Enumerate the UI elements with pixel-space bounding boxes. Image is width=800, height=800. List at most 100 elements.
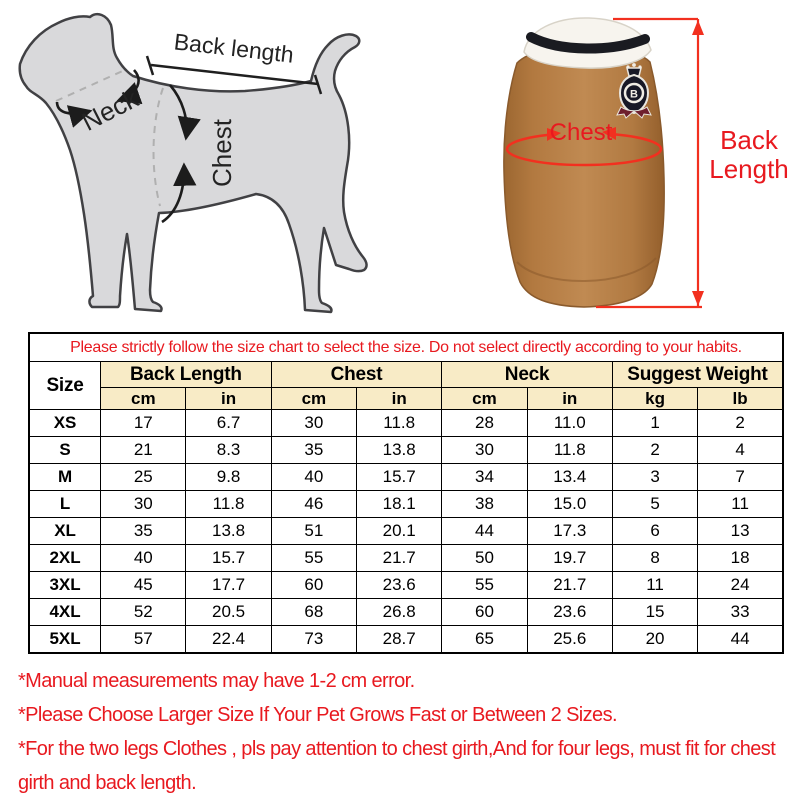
table-row: 5XL 57 22.4 73 28.7 65 25.6 20 44: [28, 625, 784, 654]
garment-back-length-label-line2: Length: [709, 154, 789, 184]
value-cell: 22.4: [185, 625, 272, 654]
value-cell: 51: [270, 517, 358, 545]
value-cell: 55: [270, 544, 358, 572]
value-cell: 20.5: [185, 598, 272, 626]
value-cell: 4: [697, 436, 784, 464]
table-row: 2XL 40 15.7 55 21.7 50 19.7 8 18: [28, 544, 784, 572]
table-row: L 30 11.8 46 18.1 38 15.0 5 11: [28, 490, 784, 518]
table-row: XS 17 6.7 30 11.8 28 11.0 1 2: [28, 409, 784, 437]
value-cell: 15: [611, 598, 699, 626]
value-cell: 40: [270, 463, 358, 491]
column-header-size: Size: [28, 361, 102, 410]
size-cell: M: [28, 463, 102, 491]
garment-badge: B: [616, 63, 652, 119]
unit-header: kg: [611, 387, 699, 410]
size-cell: 2XL: [28, 544, 102, 572]
value-cell: 35: [270, 436, 358, 464]
value-cell: 11.8: [185, 490, 272, 518]
dog-silhouette: [18, 13, 368, 314]
value-cell: 26.8: [356, 598, 443, 626]
value-cell: 11.8: [526, 436, 613, 464]
value-cell: 2: [697, 409, 784, 437]
value-cell: 18.1: [356, 490, 443, 518]
size-cell: 5XL: [28, 625, 102, 654]
value-cell: 15.0: [526, 490, 613, 518]
value-cell: 44: [441, 517, 528, 545]
note-line: *For the two legs Clothes , pls pay atte…: [18, 738, 776, 794]
value-cell: 73: [270, 625, 358, 654]
size-cell: L: [28, 490, 102, 518]
column-header-suggest-weight: Suggest Weight: [611, 361, 784, 388]
unit-header: cm: [100, 387, 187, 410]
table-row: S 21 8.3 35 13.8 30 11.8 2 4: [28, 436, 784, 464]
value-cell: 13.4: [526, 463, 613, 491]
value-cell: 23.6: [356, 571, 443, 599]
value-cell: 25.6: [526, 625, 613, 654]
value-cell: 17: [100, 409, 187, 437]
unit-header: cm: [270, 387, 358, 410]
value-cell: 68: [270, 598, 358, 626]
value-cell: 34: [441, 463, 528, 491]
value-cell: 11.8: [356, 409, 443, 437]
size-table: Please strictly follow the size chart to…: [28, 332, 784, 654]
value-cell: 45: [100, 571, 187, 599]
value-cell: 1: [611, 409, 699, 437]
unit-header: cm: [441, 387, 528, 410]
table-row: 4XL 52 20.5 68 26.8 60 23.6 15 33: [28, 598, 784, 626]
collar-stripe: [526, 32, 650, 54]
value-cell: 21.7: [356, 544, 443, 572]
table-group-header-row: Size Back Length Chest Neck Suggest Weig…: [28, 361, 784, 410]
dimension-arrowhead-up: [692, 20, 704, 35]
garment-chest-label: Chest: [550, 119, 613, 146]
value-cell: 5: [611, 490, 699, 518]
size-cell: 4XL: [28, 598, 102, 626]
value-cell: 21: [100, 436, 187, 464]
value-cell: 6.7: [185, 409, 272, 437]
value-cell: 6: [611, 517, 699, 545]
value-cell: 60: [270, 571, 358, 599]
value-cell: 23.6: [526, 598, 613, 626]
back-length-bracket: [145, 55, 323, 95]
neck-arrow-right: [116, 69, 143, 105]
chest-arrow-up: [161, 162, 197, 224]
table-units-row: cm in cm in cm in kg lb: [29, 387, 784, 410]
value-cell: 13.8: [356, 436, 443, 464]
value-cell: 30: [441, 436, 528, 464]
value-cell: 30: [100, 490, 187, 518]
measurement-diagram: Back length Neck Chest B: [18, 13, 789, 314]
chest-girth-ellipse: [505, 133, 663, 167]
value-cell: 17.7: [185, 571, 272, 599]
value-cell: 15.7: [356, 463, 443, 491]
value-cell: 20.1: [356, 517, 443, 545]
table-row: 3XL 45 17.7 60 23.6 55 21.7 11 24: [28, 571, 784, 599]
column-header-neck: Neck: [441, 361, 613, 388]
value-cell: 65: [441, 625, 528, 654]
value-cell: 9.8: [185, 463, 272, 491]
size-table-body: XS 17 6.7 30 11.8 28 11.0 1 2 S 21 8.3 35 13.8 30 11.8 2…: [28, 409, 784, 654]
neck-arrow-left: [55, 101, 93, 128]
dimension-arrowhead-down: [692, 291, 704, 306]
chest-dashed-line: [152, 87, 164, 207]
value-cell: 13.8: [185, 517, 272, 545]
value-cell: 52: [100, 598, 187, 626]
value-cell: 46: [270, 490, 358, 518]
table-row: XL 35 13.8 51 20.1 44 17.3 6 13: [28, 517, 784, 545]
garment-collar: [523, 17, 652, 69]
value-cell: 25: [100, 463, 187, 491]
value-cell: 7: [697, 463, 784, 491]
value-cell: 28.7: [356, 625, 443, 654]
size-cell: S: [28, 436, 102, 464]
value-cell: 11.0: [526, 409, 613, 437]
chest-arrowhead-left: [547, 128, 561, 141]
value-cell: 50: [441, 544, 528, 572]
value-cell: 57: [100, 625, 187, 654]
unit-header: in: [526, 387, 613, 410]
unit-header: lb: [697, 387, 784, 410]
badge-letter: B: [630, 89, 638, 101]
garment-hem-seam: [516, 257, 657, 282]
value-cell: 8: [611, 544, 699, 572]
chest-arrowhead-right: [602, 127, 616, 140]
table-notice-text: Please strictly follow the size chart to…: [28, 332, 784, 362]
size-table-container: Please strictly follow the size chart to…: [28, 332, 784, 654]
table-row: M 25 9.8 40 15.7 34 13.4 3 7: [28, 463, 784, 491]
